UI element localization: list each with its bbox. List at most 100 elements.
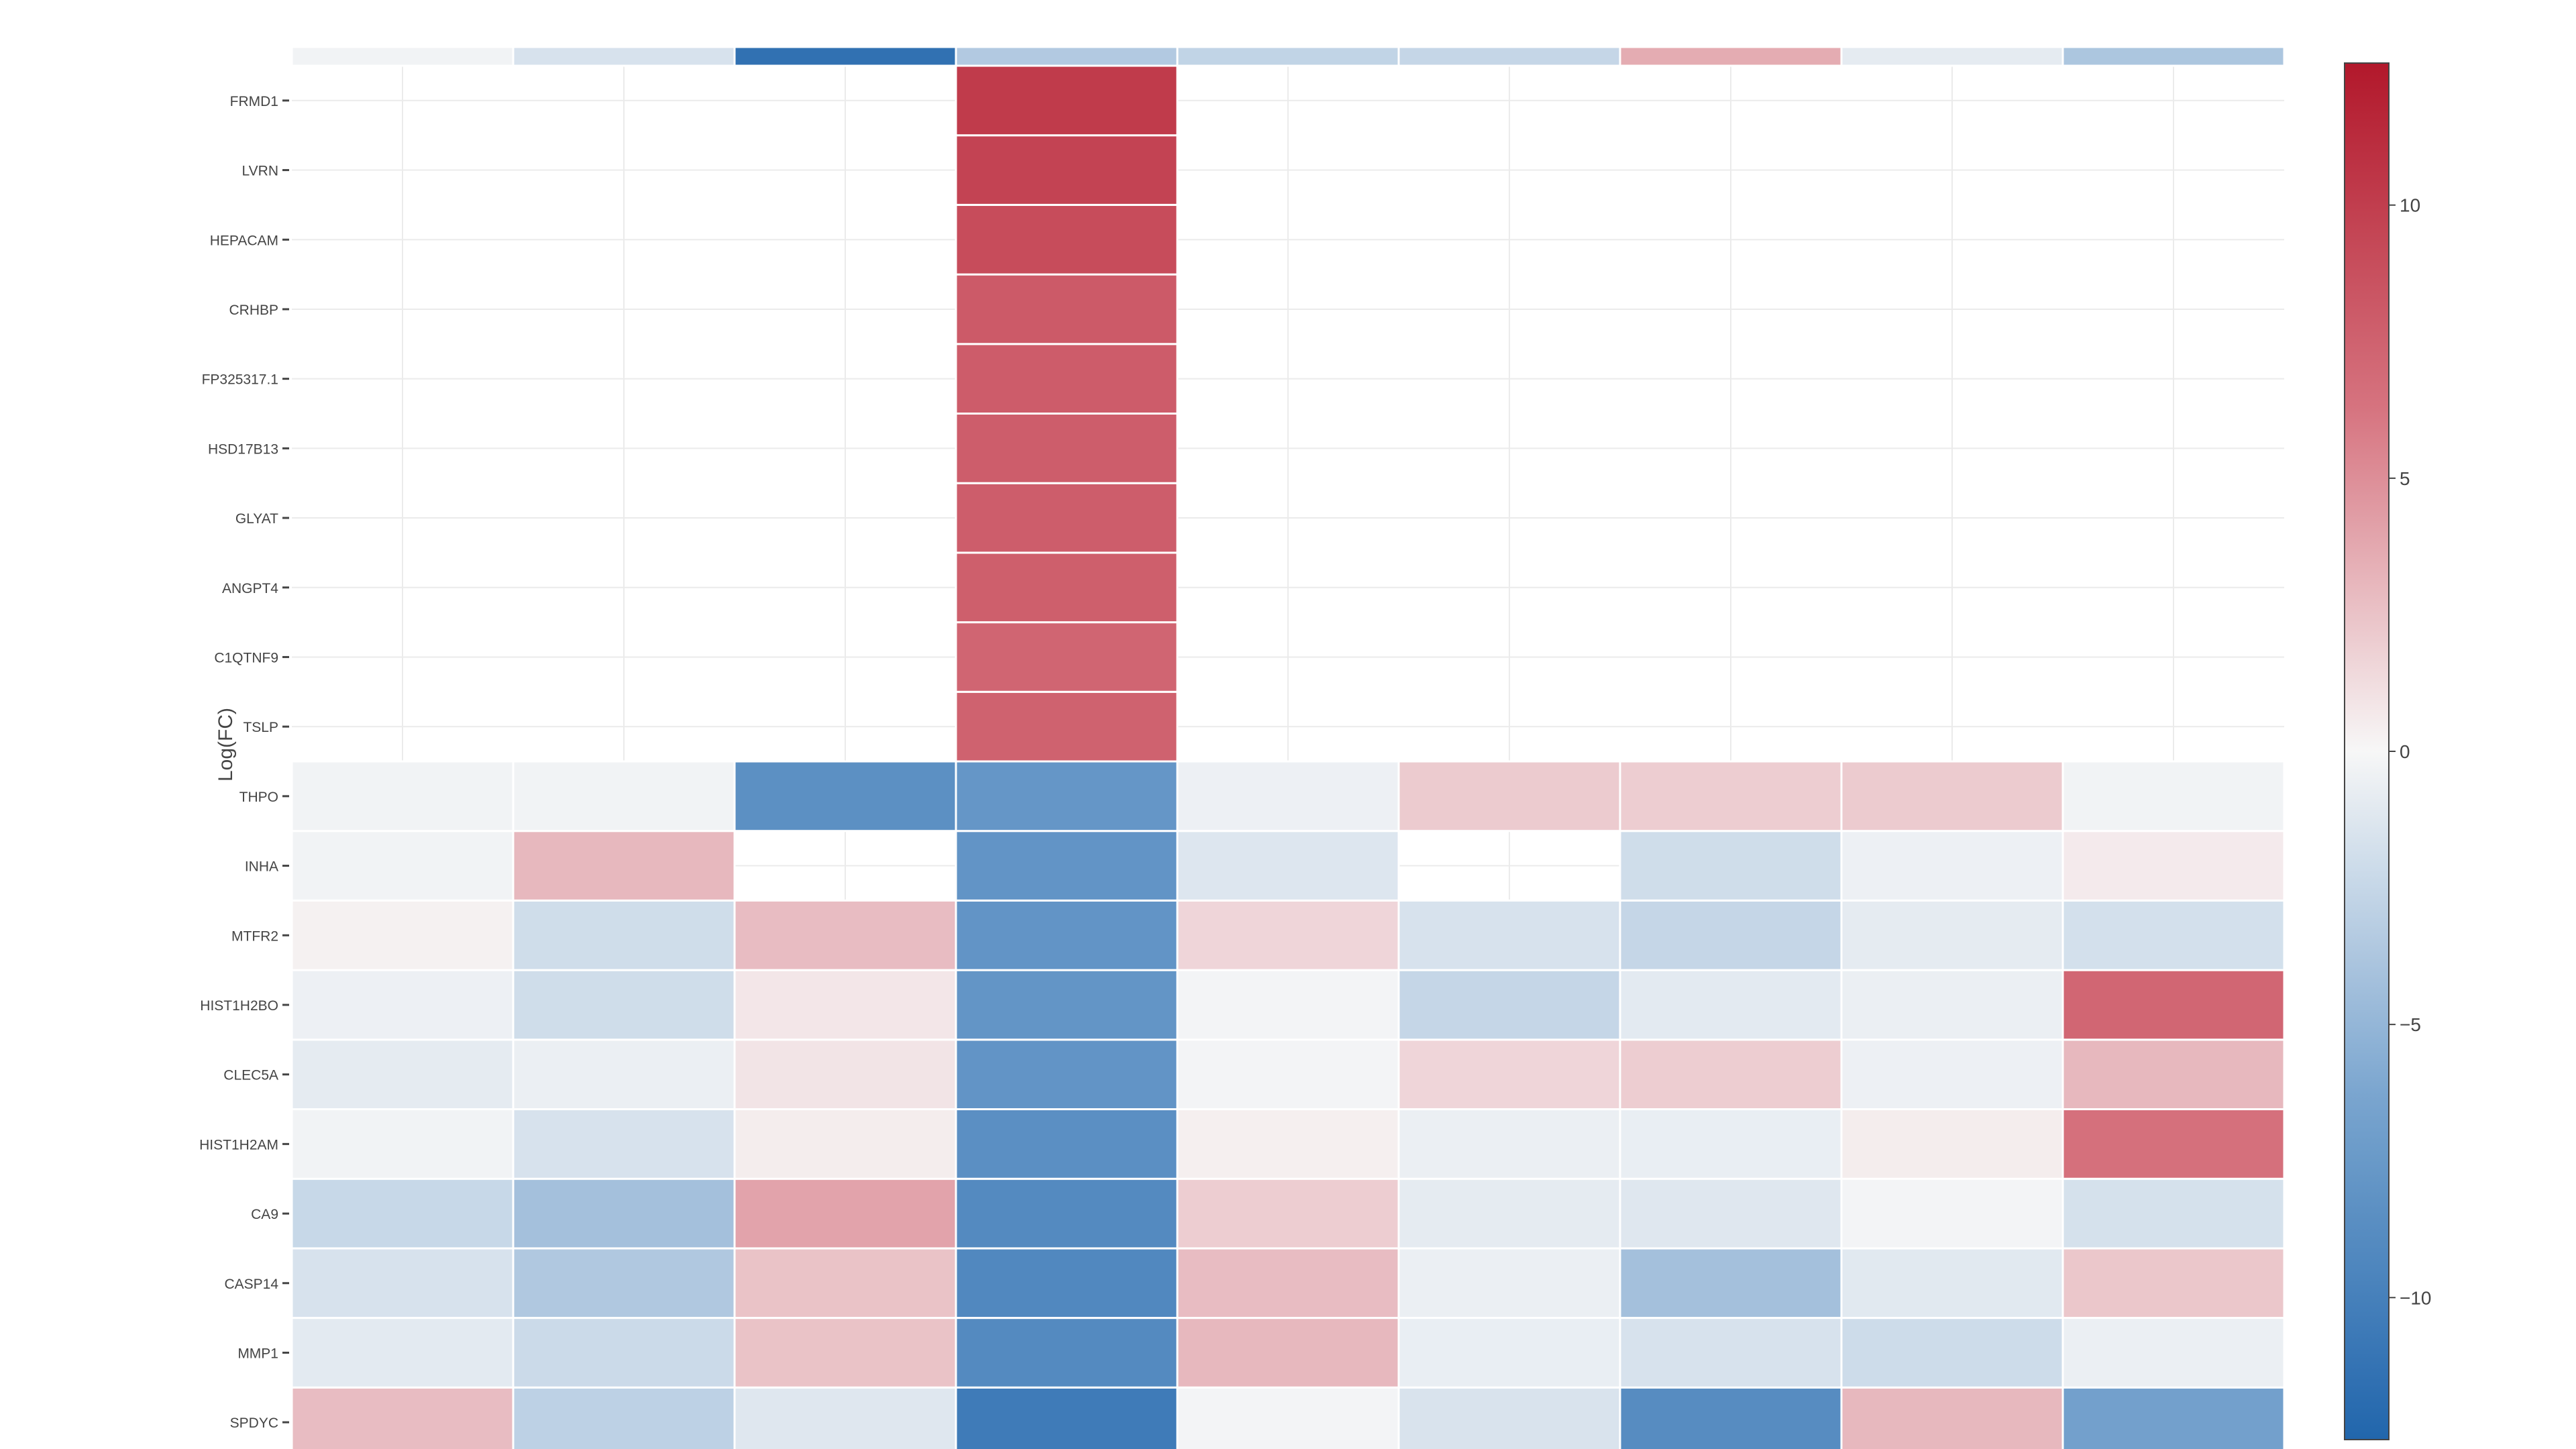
heatmap-cell[interactable] [2061, 969, 2286, 1041]
heatmap-cell[interactable] [1619, 1247, 1843, 1320]
heatmap-cell[interactable] [955, 343, 1179, 415]
heatmap-cell[interactable] [1619, 760, 1843, 833]
top-strip-cell[interactable] [955, 46, 1179, 67]
heatmap-cell[interactable] [1397, 1038, 1621, 1111]
heatmap-cell[interactable] [1176, 760, 1400, 833]
heatmap-cell[interactable] [512, 1247, 736, 1320]
heatmap-cell[interactable] [1619, 899, 1843, 971]
heatmap-cells[interactable] [290, 64, 2286, 1449]
heatmap-cell[interactable] [2061, 1038, 2286, 1111]
heatmap-cell[interactable] [1176, 1317, 1400, 1389]
heatmap-cell[interactable] [2061, 1247, 2286, 1320]
heatmap-cell[interactable] [733, 760, 957, 833]
heatmap-cell[interactable] [1176, 969, 1400, 1041]
top-strip-cell[interactable] [1840, 46, 2064, 67]
heatmap-cell[interactable] [2061, 1108, 2286, 1180]
heatmap-cell[interactable] [733, 899, 957, 971]
heatmap-cell[interactable] [1840, 969, 2064, 1041]
heatmap-cell[interactable] [1176, 899, 1400, 971]
heatmap-cell[interactable] [955, 413, 1179, 484]
heatmap-cell[interactable] [955, 1386, 1179, 1449]
heatmap-cell[interactable] [955, 551, 1179, 624]
heatmap-cell[interactable] [1176, 1038, 1400, 1111]
heatmap-cell[interactable] [1840, 830, 2064, 902]
top-strip-cell[interactable] [1619, 46, 1843, 67]
heatmap-cell[interactable] [1397, 1247, 1621, 1320]
heatmap-cell[interactable] [290, 1108, 515, 1180]
heatmap-cell[interactable] [733, 1386, 957, 1449]
heatmap-cell[interactable] [1840, 1247, 2064, 1320]
heatmap-cell[interactable] [290, 1038, 515, 1111]
heatmap-cell[interactable] [955, 203, 1179, 276]
heatmap-cell[interactable] [955, 1177, 1179, 1250]
heatmap-cell[interactable] [1840, 1177, 2064, 1250]
heatmap-cell[interactable] [1840, 1108, 2064, 1180]
heatmap-cell[interactable] [1619, 1038, 1843, 1111]
heatmap-cell[interactable] [955, 1038, 1179, 1111]
heatmap-cell[interactable] [733, 1247, 957, 1320]
heatmap-cell[interactable] [290, 969, 515, 1041]
heatmap-cell[interactable] [290, 1177, 515, 1250]
heatmap-cell[interactable] [733, 1038, 957, 1111]
heatmap-cell[interactable] [512, 1038, 736, 1111]
heatmap-cell[interactable] [1619, 1317, 1843, 1389]
heatmap-cell[interactable] [2061, 1317, 2286, 1389]
heatmap-cell[interactable] [955, 64, 1179, 137]
heatmap-cell[interactable] [733, 1177, 957, 1250]
heatmap-cell[interactable] [1619, 830, 1843, 902]
heatmap-cell[interactable] [512, 1177, 736, 1250]
heatmap-cell[interactable] [955, 830, 1179, 902]
heatmap-cell[interactable] [1619, 1386, 1843, 1449]
heatmap-cell[interactable] [2061, 899, 2286, 971]
heatmap-cell[interactable] [955, 621, 1179, 693]
heatmap-cell[interactable] [512, 1317, 736, 1389]
heatmap-cell[interactable] [955, 482, 1179, 554]
heatmap-cell[interactable] [955, 134, 1179, 206]
heatmap-cell[interactable] [1176, 1386, 1400, 1449]
heatmap-cell[interactable] [1840, 1038, 2064, 1111]
heatmap-cell[interactable] [955, 690, 1179, 763]
heatmap-cell[interactable] [955, 969, 1179, 1041]
heatmap-cell[interactable] [2061, 1177, 2286, 1250]
heatmap-cell[interactable] [1840, 760, 2064, 833]
heatmap-cell[interactable] [733, 1108, 957, 1180]
heatmap-cell[interactable] [1840, 899, 2064, 971]
heatmap-cell[interactable] [955, 1317, 1179, 1389]
heatmap-cell[interactable] [290, 1317, 515, 1389]
heatmap-cell[interactable] [1176, 1108, 1400, 1180]
heatmap-cell[interactable] [512, 760, 736, 833]
top-strip-cell[interactable] [1397, 46, 1621, 67]
heatmap-cell[interactable] [512, 830, 736, 902]
heatmap-cell[interactable] [290, 760, 515, 833]
heatmap-cell[interactable] [1397, 1386, 1621, 1449]
heatmap-cell[interactable] [1619, 1108, 1843, 1180]
heatmap-cell[interactable] [955, 899, 1179, 971]
heatmap-cell[interactable] [2061, 1386, 2286, 1449]
heatmap-cell[interactable] [1397, 760, 1621, 833]
top-strip-cell[interactable] [290, 46, 515, 67]
heatmap-cell[interactable] [733, 1317, 957, 1389]
heatmap-cell[interactable] [1176, 830, 1400, 902]
heatmap-cell[interactable] [1176, 1247, 1400, 1320]
heatmap-cell[interactable] [955, 273, 1179, 345]
heatmap-cell[interactable] [512, 1386, 736, 1449]
heatmap-cell[interactable] [2061, 760, 2286, 833]
heatmap-cell[interactable] [1397, 899, 1621, 971]
heatmap-cell[interactable] [2061, 830, 2286, 902]
heatmap-cell[interactable] [1840, 1386, 2064, 1449]
heatmap-cell[interactable] [1840, 1317, 2064, 1389]
heatmap-cell[interactable] [290, 1247, 515, 1320]
heatmap-cell[interactable] [1397, 1108, 1621, 1180]
heatmap-cell[interactable] [512, 899, 736, 971]
heatmap-cell[interactable] [290, 830, 515, 902]
heatmap-cell[interactable] [955, 1108, 1179, 1180]
heatmap-cell[interactable] [1176, 1177, 1400, 1250]
top-strip-cell[interactable] [733, 46, 957, 67]
top-strip-cell[interactable] [512, 46, 736, 67]
top-strip[interactable] [290, 46, 2286, 67]
heatmap-cell[interactable] [290, 1386, 515, 1449]
heatmap-cell[interactable] [290, 899, 515, 971]
heatmap-cell[interactable] [512, 1108, 736, 1180]
heatmap-cell[interactable] [1619, 1177, 1843, 1250]
heatmap-cell[interactable] [1619, 969, 1843, 1041]
